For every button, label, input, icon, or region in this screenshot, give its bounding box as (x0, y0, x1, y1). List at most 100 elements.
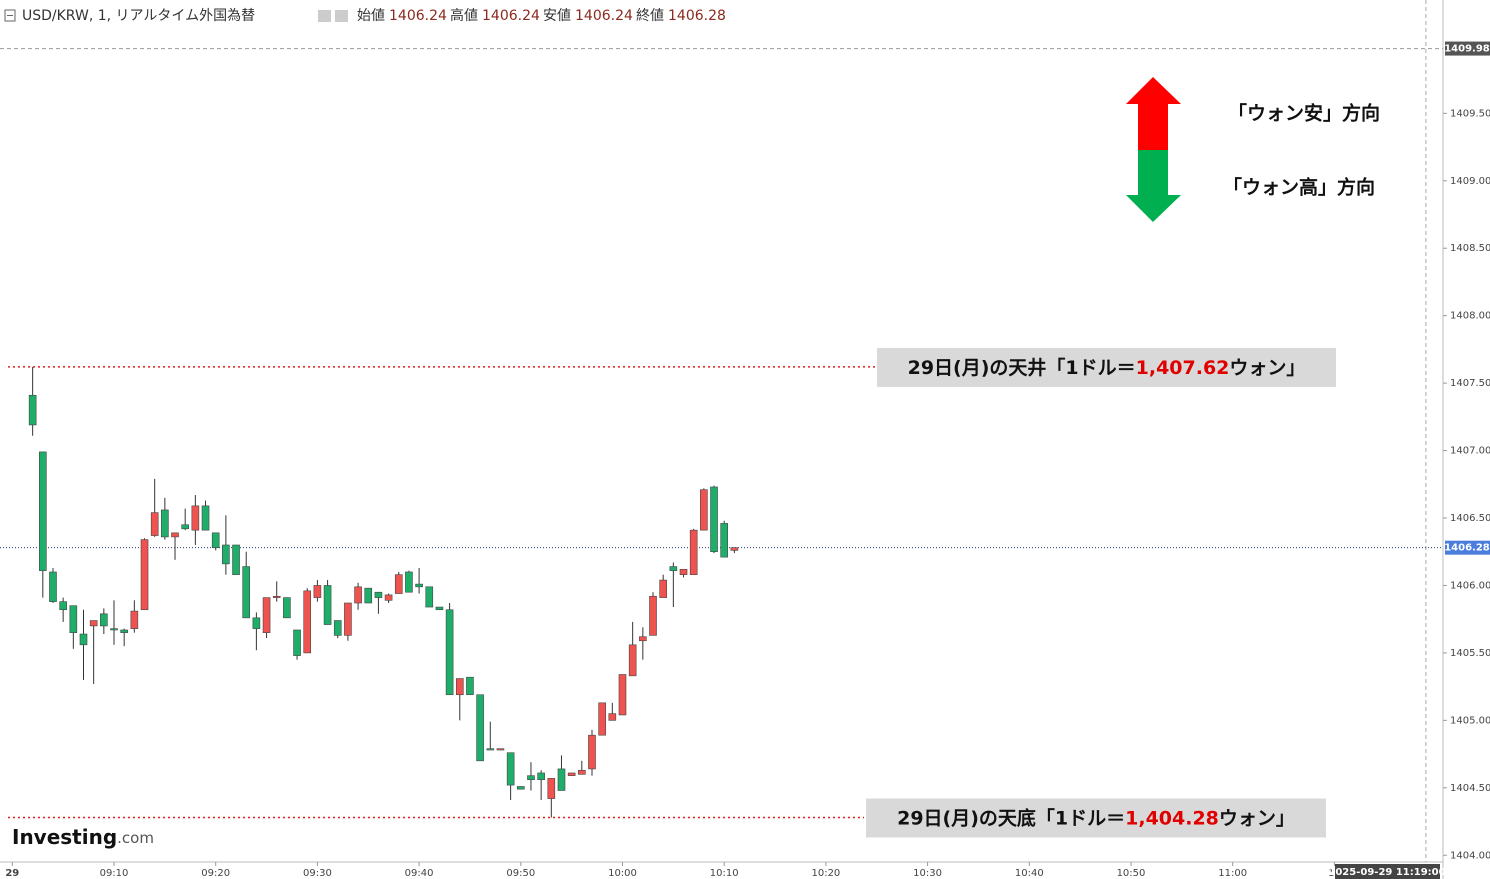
y-tick-label: 1405.50 (1450, 648, 1490, 659)
candle-body (547, 778, 556, 799)
candle-body (140, 539, 149, 611)
candle-body (496, 748, 505, 751)
candle-body (313, 585, 322, 598)
candle-body (181, 524, 189, 530)
candle-body (516, 786, 525, 790)
candle-body (567, 772, 576, 776)
candle-body (608, 713, 617, 721)
candle-body (59, 601, 67, 611)
x-tick-label: 09:40 (405, 868, 434, 879)
candle-body (130, 610, 139, 629)
candle-body (415, 583, 423, 588)
y-tick-label: 1409.00 (1450, 176, 1490, 187)
candle-body (598, 702, 606, 736)
last-price-label: 1406.28 (1444, 543, 1490, 554)
candle-body (425, 586, 434, 608)
candle-body (384, 594, 393, 601)
ohlc-label: 安値 (543, 8, 571, 24)
candle-body (618, 674, 627, 716)
candle-body (28, 394, 37, 426)
candle-body (150, 512, 159, 536)
x-tick-label: 09:20 (201, 868, 230, 879)
candle-body (710, 486, 718, 553)
candle-body (394, 574, 403, 594)
candle-body (476, 694, 484, 762)
annotation-box (877, 347, 1336, 387)
candle-body (69, 605, 78, 633)
candle-body (283, 597, 291, 619)
ohlc-value: 1406.24 (482, 8, 540, 24)
x-tick-label: 10:20 (811, 868, 840, 879)
candle-body (588, 734, 596, 770)
annotation-text: ウォン」 (1229, 356, 1305, 378)
ohlc-value: 1406.24 (575, 8, 633, 24)
collapse-icon[interactable] (4, 9, 16, 22)
y-tick-label: 1404.00 (1450, 850, 1490, 861)
direction-arrow: 「ウォン安」方向 「ウォン高」方向 (1126, 77, 1380, 222)
last-price-box (1445, 540, 1490, 555)
ohlc-label: 始値 (357, 8, 385, 24)
crosshair-box (1445, 41, 1490, 56)
candle-body (242, 566, 251, 619)
y-tick-label: 1406.00 (1450, 580, 1490, 591)
ohlc-value: 1406.28 (668, 8, 726, 24)
candle-body (272, 595, 281, 598)
annotation-box (866, 798, 1326, 838)
ohlc-label: 高値 (450, 7, 478, 24)
annotation-text: 29日(月)の天井「1ドル＝ (908, 355, 1136, 378)
candle-body (669, 566, 678, 571)
candle-body (293, 629, 301, 656)
candle-body (639, 636, 647, 642)
candle-body (354, 586, 362, 604)
candle-body (405, 571, 413, 593)
logo-name: Investing (12, 825, 117, 849)
candle-body (649, 595, 657, 636)
y-tick-label: 1407.50 (1450, 378, 1490, 389)
logo: Investing.com (12, 825, 154, 849)
y-tick-label: 1409.50 (1450, 108, 1490, 119)
candle-body (557, 768, 566, 791)
x-tick-label: 11 (1328, 868, 1341, 879)
candle-body (252, 617, 261, 629)
y-tick-label: 1404.50 (1450, 783, 1490, 794)
candle-body (527, 775, 535, 781)
candle-body (262, 597, 271, 633)
candle-body (89, 620, 98, 627)
x-tick-label: 10:50 (1117, 868, 1146, 879)
candle-body (506, 752, 515, 786)
candle-body (333, 620, 342, 636)
candle-body (374, 591, 383, 598)
annotation-value: 1,407.62 (1136, 356, 1230, 378)
candle-body (466, 676, 474, 696)
x-tick-label: 10:30 (913, 868, 942, 879)
candle-body (364, 587, 373, 604)
candle-body (79, 633, 88, 646)
candle-body (120, 629, 128, 633)
candle-body (110, 628, 118, 631)
candle-body (689, 529, 698, 575)
candle-body (435, 606, 444, 611)
candles (28, 366, 739, 818)
x-tick-label: 10:00 (608, 868, 637, 879)
candle-body (201, 505, 210, 531)
candle-body (232, 544, 240, 575)
y-tick-label: 1406.50 (1450, 513, 1490, 524)
annotation: 29日(月)の天井「1ドル＝1,407.62ウォン」 (908, 355, 1306, 378)
candle-body (445, 609, 454, 696)
icon[interactable] (335, 10, 348, 22)
header: USD/KRW, 1, リアルタイム外国為替 始値 1406.24 高値 140… (4, 7, 726, 24)
logo-name: Investing.com (12, 825, 154, 849)
candle-body (191, 505, 200, 531)
candle-body (578, 769, 586, 775)
candle-body (323, 585, 332, 625)
y-tick-label: 1408.50 (1450, 243, 1490, 254)
x-tick-label: 09:30 (303, 868, 332, 879)
icon[interactable] (318, 10, 331, 22)
x-tick-label: 11:00 (1218, 868, 1247, 879)
candle-body (455, 678, 464, 696)
annotation-value: 1,404.28 (1125, 807, 1219, 829)
candle-body (303, 590, 312, 654)
candle-body (720, 523, 728, 558)
arrow-up (1126, 77, 1181, 150)
